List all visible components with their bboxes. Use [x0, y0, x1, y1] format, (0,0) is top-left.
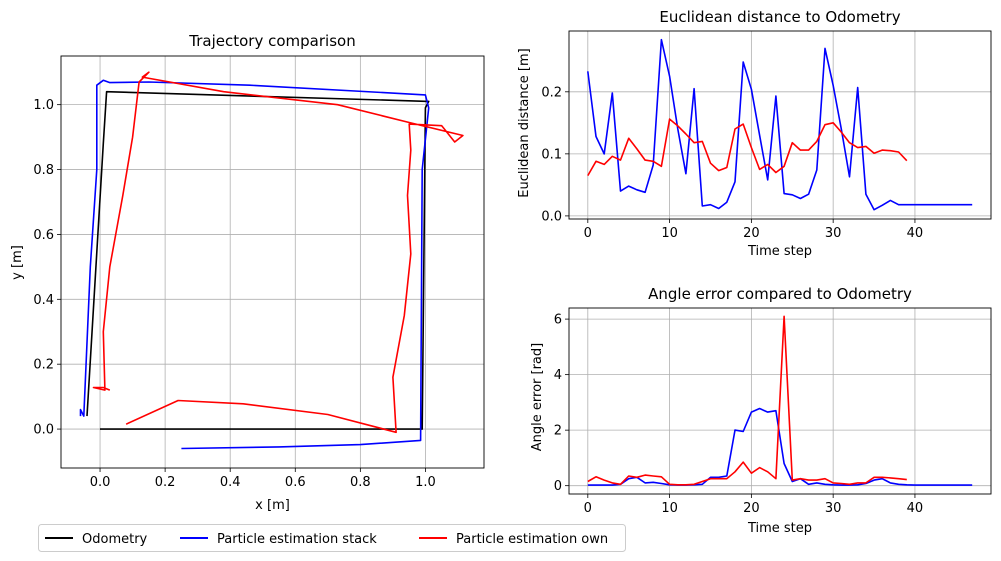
- trajectory-title: Trajectory comparison: [188, 32, 355, 50]
- trajectory-series-particle-estimation-own: [92, 71, 464, 434]
- angle-ytick-label: 4: [554, 368, 562, 383]
- angle-xtick-label: 20: [743, 501, 760, 516]
- trajectory-xtick-label: 0.6: [285, 475, 306, 490]
- trajectory-ytick-label: 0.6: [33, 228, 54, 243]
- angle-series-particle-estimation-stack: [587, 407, 973, 486]
- trajectory-xtick-label: 1.0: [415, 475, 436, 490]
- distance-series-particle-estimation-stack: [587, 38, 973, 211]
- angle-xtick-label: 10: [661, 501, 678, 516]
- trajectory-ytick-label: 0.2: [33, 358, 54, 373]
- distance-ytick-label: 0.2: [541, 85, 562, 100]
- angle-title: Angle error compared to Odometry: [648, 285, 912, 303]
- angle-xlabel: Time step: [747, 521, 812, 536]
- trajectory-series-odometry: [86, 90, 430, 430]
- distance-xtick-label: 30: [825, 226, 842, 241]
- angle-xtick-label: 0: [584, 501, 592, 516]
- distance-xtick-label: 20: [743, 226, 760, 241]
- distance-title: Euclidean distance to Odometry: [659, 8, 900, 26]
- distance-ytick-label: 0.1: [541, 147, 562, 162]
- trajectory-ytick-label: 0.0: [33, 423, 54, 438]
- legend: Odometry Particle estimation stack Parti…: [38, 524, 626, 552]
- trajectory-xtick-label: 0.2: [155, 475, 176, 490]
- legend-label-stack: Particle estimation stack: [217, 532, 377, 547]
- trajectory-xtick-label: 0.8: [350, 475, 371, 490]
- trajectory-ylabel: y [m]: [10, 245, 25, 280]
- angle-ytick-label: 0: [554, 479, 562, 494]
- trajectory-ytick-label: 0.8: [33, 163, 54, 178]
- angle-ylabel: Angle error [rad]: [530, 343, 545, 451]
- trajectory-axes-frame: [60, 55, 485, 469]
- distance-xtick-label: 0: [584, 226, 592, 241]
- trajectory-plot: Trajectory comparison x [m] y [m] 0.0 0.2…: [10, 32, 485, 513]
- distance-xtick-label: 40: [907, 226, 924, 241]
- distance-series-particle-estimation-own: [587, 118, 908, 176]
- distance-xlabel: Time step: [747, 244, 812, 259]
- angle-ytick-label: 2: [554, 424, 562, 439]
- trajectory-series-particle-estimation-stack: [79, 79, 430, 450]
- legend-label-odometry: Odometry: [82, 532, 148, 547]
- distance-xtick-label: 10: [661, 226, 678, 241]
- trajectory-ytick-label: 1.0: [33, 98, 54, 113]
- legend-label-own: Particle estimation own: [456, 532, 608, 547]
- angle-plot: Angle error compared to Odometry Time st…: [530, 285, 992, 536]
- trajectory-xtick-label: 0.4: [220, 475, 241, 490]
- distance-ylabel: Euclidean distance [m]: [517, 48, 532, 197]
- trajectory-xtick-label: 0.0: [90, 475, 111, 490]
- trajectory-xlabel: x [m]: [255, 498, 290, 513]
- trajectory-ytick-label: 0.4: [33, 293, 54, 308]
- angle-series-particle-estimation-own: [587, 315, 907, 486]
- angle-axes-frame: [568, 307, 992, 495]
- distance-plot: Euclidean distance to Odometry Time step…: [517, 8, 992, 259]
- distance-axes-frame: [568, 30, 992, 220]
- distance-ytick-label: 0.0: [541, 209, 562, 224]
- angle-xtick-label: 30: [825, 501, 842, 516]
- angle-xtick-label: 40: [907, 501, 924, 516]
- legend-box: [38, 524, 626, 552]
- angle-ytick-label: 6: [554, 313, 562, 328]
